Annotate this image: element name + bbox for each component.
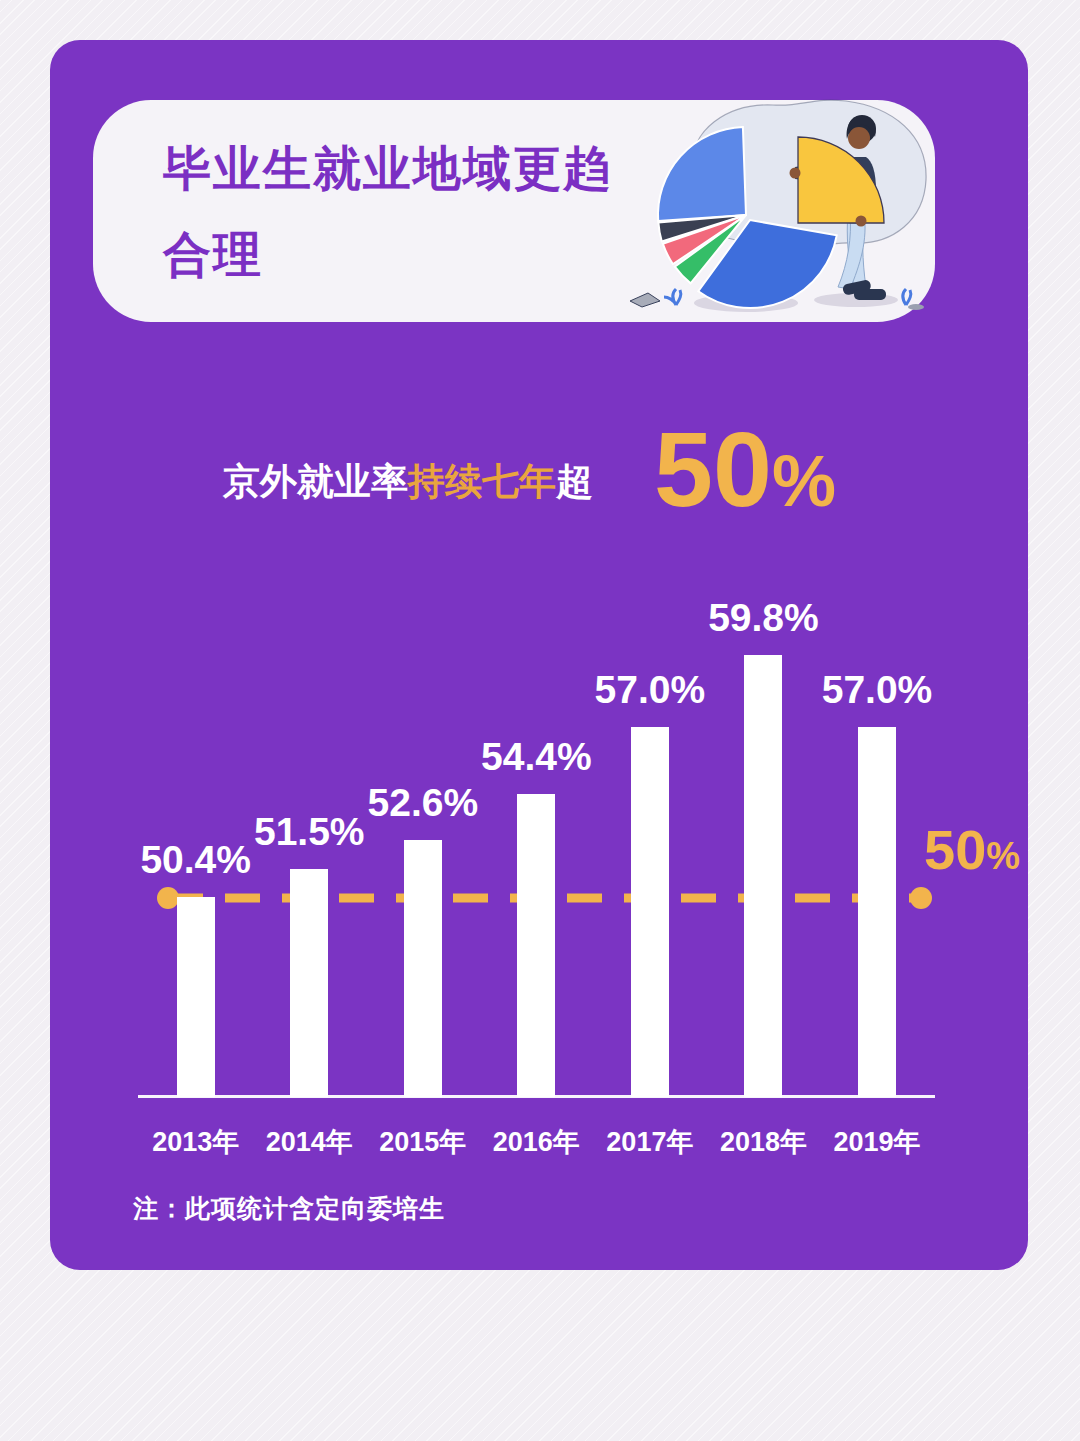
reference-line-label: 50% <box>924 822 1020 878</box>
bar-value-label: 57.0% <box>555 667 745 713</box>
bar-2017年 <box>631 727 669 1097</box>
subtitle-gold: 持续七年 <box>408 461 556 502</box>
big-value-unit: % <box>772 441 836 521</box>
bar-value-label: 52.6% <box>328 780 518 826</box>
subtitle-big-value: 50% <box>654 416 836 522</box>
x-axis-label: 2019年 <box>792 1124 962 1160</box>
bar-2018年 <box>744 655 782 1097</box>
main-panel: 毕业生就业地域更趋 合理 <box>50 40 1028 1270</box>
ref-label-number: 50 <box>924 818 986 881</box>
pie-chart-illustration <box>598 95 938 325</box>
title-line-1: 毕业生就业地域更趋 <box>163 126 613 212</box>
big-value-number: 50 <box>654 410 772 528</box>
bar-2019年 <box>858 727 896 1097</box>
bar-2016年 <box>517 794 555 1097</box>
bar-2015年 <box>404 840 442 1097</box>
subtitle-white-2: 超 <box>556 461 593 502</box>
bar-2013年 <box>177 897 215 1097</box>
bar-value-label: 57.0% <box>782 667 972 713</box>
page-title: 毕业生就业地域更趋 合理 <box>163 126 613 298</box>
title-line-2: 合理 <box>163 212 613 298</box>
x-axis-line <box>138 1095 935 1098</box>
infographic-page: 毕业生就业地域更趋 合理 <box>0 0 1080 1441</box>
ref-label-unit: % <box>986 835 1020 877</box>
bar-value-label: 59.8% <box>668 595 858 641</box>
header-card: 毕业生就业地域更趋 合理 <box>93 100 935 322</box>
footnote: 注：此项统计含定向委培生 <box>133 1192 445 1225</box>
bar-2014年 <box>290 869 328 1097</box>
subtitle-white-1: 京外就业率 <box>223 461 408 502</box>
subtitle-text: 京外就业率持续七年超 <box>223 457 593 507</box>
bar-value-label: 54.4% <box>441 734 631 780</box>
